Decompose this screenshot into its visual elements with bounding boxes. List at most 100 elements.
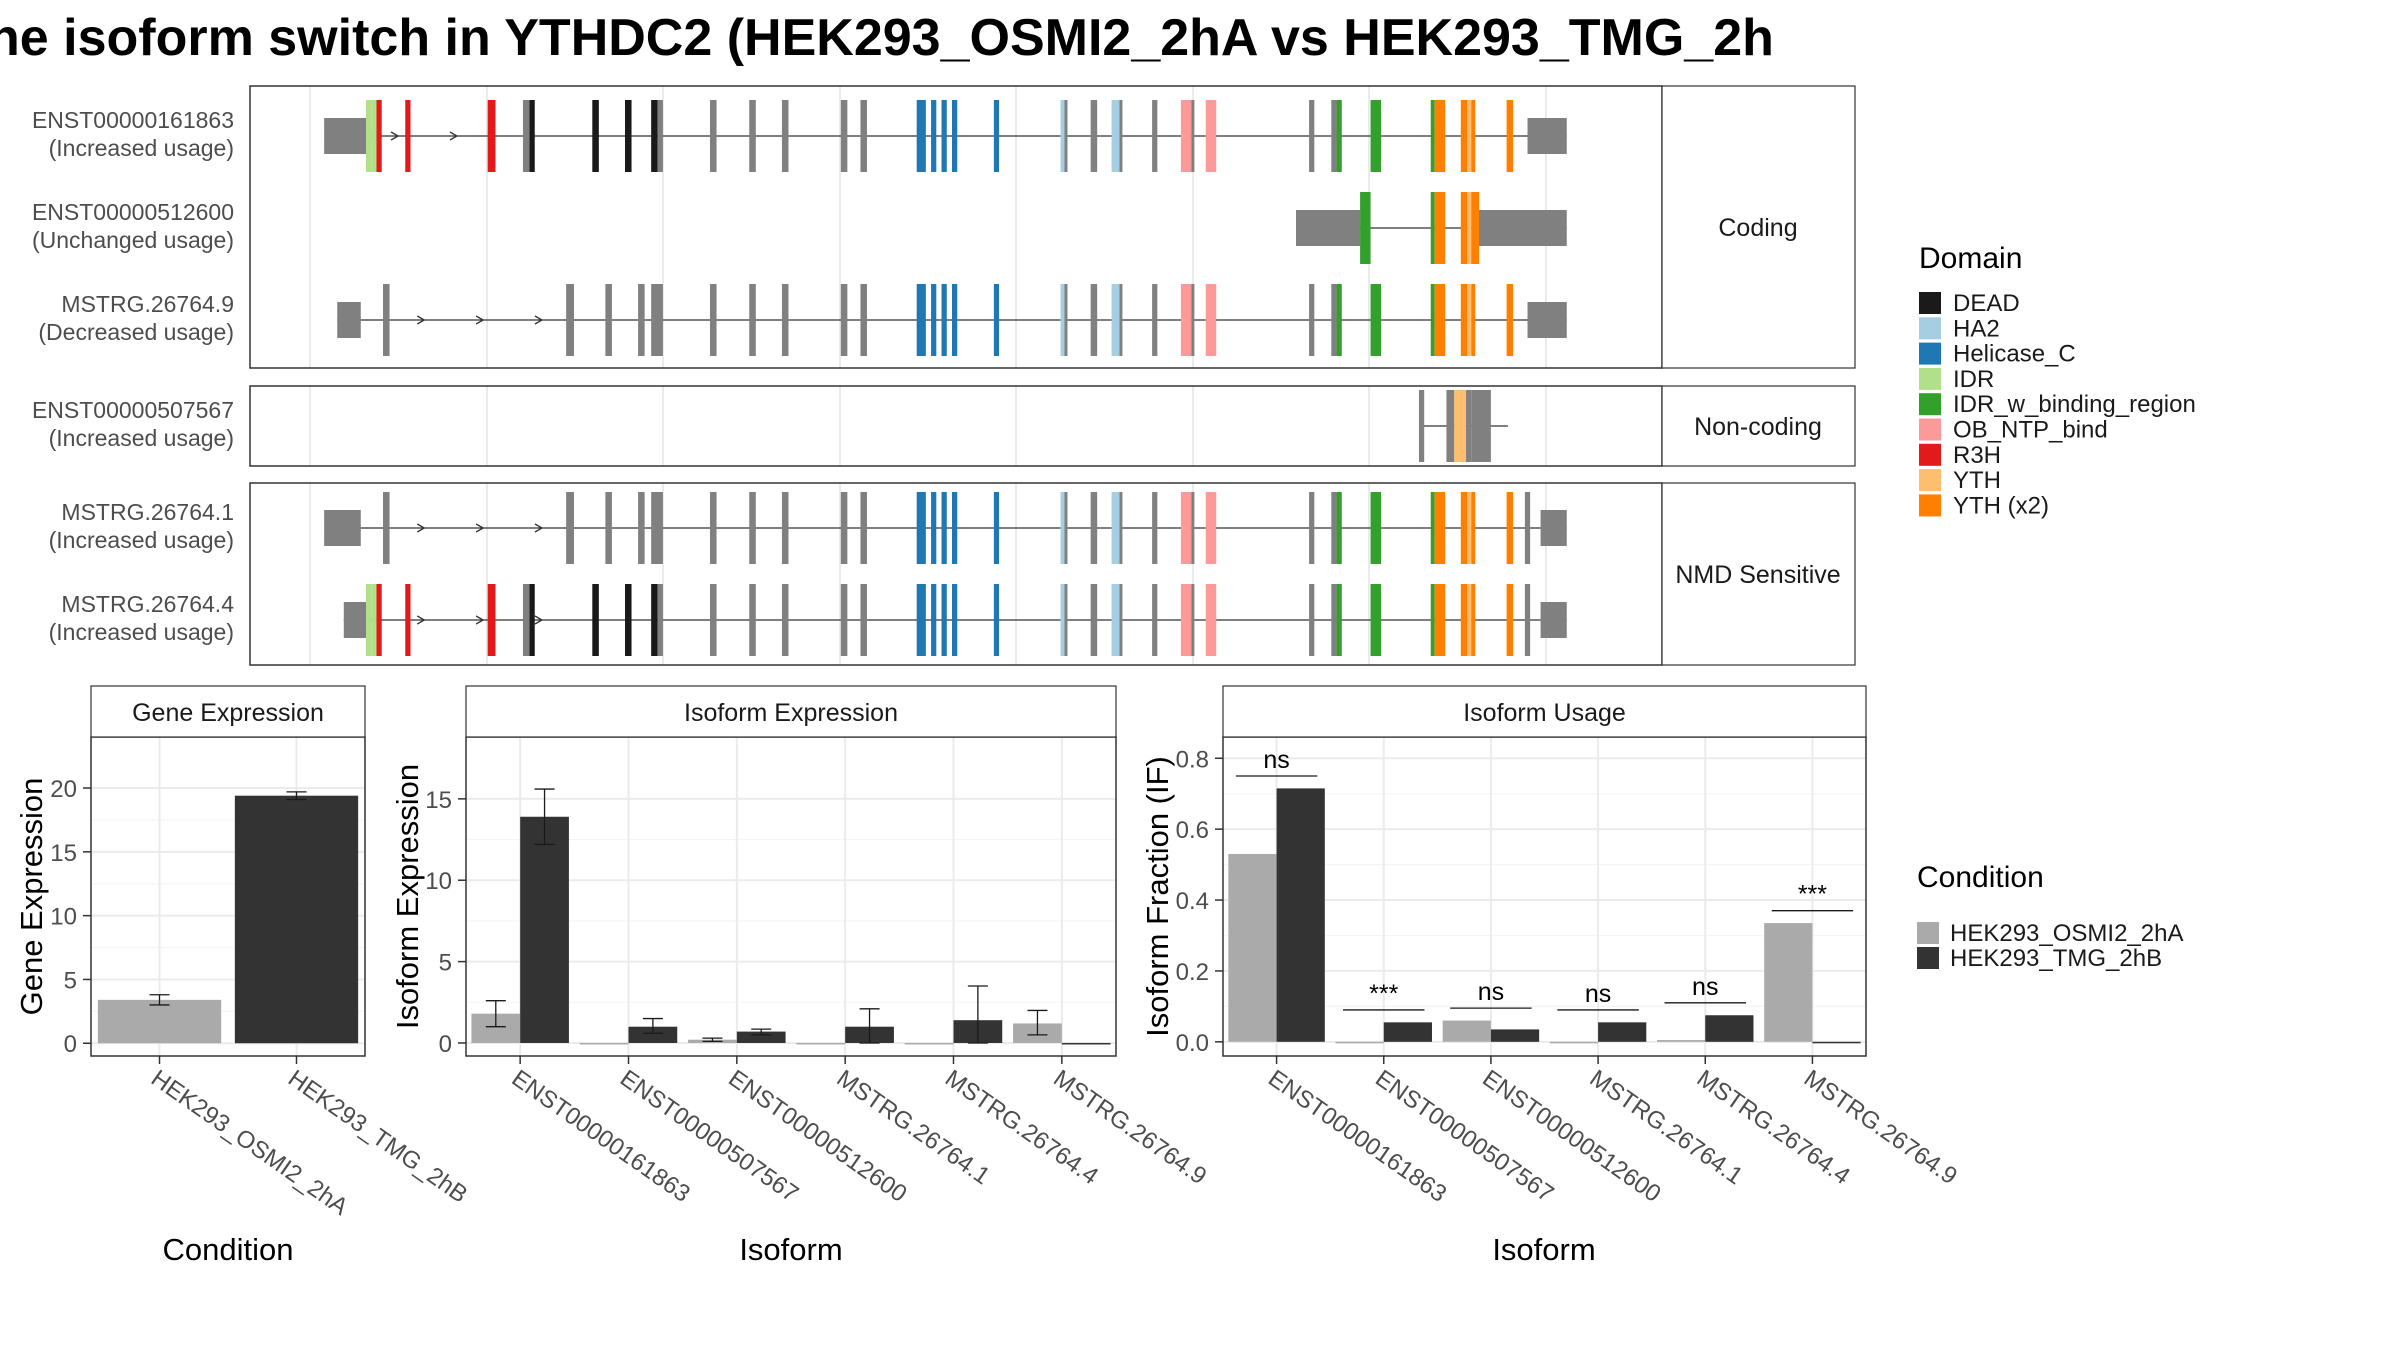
panel-strip — [1222, 685, 1867, 738]
exon-block — [657, 100, 663, 172]
exon-block — [1466, 390, 1472, 462]
exon-block — [781, 584, 789, 656]
exon-block — [1309, 584, 1315, 656]
condition-legend-key — [1917, 922, 1939, 944]
exon-block — [941, 492, 947, 564]
exon-block — [749, 284, 756, 356]
exon-block — [931, 100, 937, 172]
exon-block — [1336, 584, 1342, 656]
strand-arrow — [416, 523, 426, 533]
utr-block — [1540, 510, 1567, 546]
exon-block — [1064, 100, 1068, 172]
exon-block — [1430, 584, 1435, 656]
exon-block — [383, 284, 390, 356]
utr-block — [1540, 602, 1567, 638]
exon-block — [651, 584, 658, 656]
exon-block — [1370, 492, 1382, 564]
x-axis-title: Isoform — [1492, 1232, 1595, 1267]
exon-block — [993, 284, 1000, 356]
y-tick-label: 0 — [64, 1031, 77, 1058]
exon-block — [749, 492, 756, 564]
x-axis-title: Isoform — [739, 1232, 842, 1267]
exon-block — [840, 584, 848, 656]
exon-block — [1119, 100, 1123, 172]
bar — [520, 816, 569, 1043]
exon-block — [1090, 284, 1098, 356]
y-tick-label: 0 — [439, 1031, 452, 1058]
exon-block — [1205, 284, 1217, 356]
exon-block — [529, 100, 535, 172]
exon-block — [916, 100, 926, 172]
condition-legend-label: HEK293_TMG_2hB — [1950, 945, 2162, 972]
exon-block — [1331, 284, 1337, 356]
exon-block — [592, 584, 599, 656]
exon-block — [749, 584, 756, 656]
domain-legend-title: Domain — [1919, 242, 2022, 275]
y-tick-label: 0.0 — [1176, 1030, 1209, 1057]
exon-block — [651, 492, 663, 564]
exon-block — [1191, 100, 1195, 172]
exon-block — [1152, 284, 1158, 356]
domain-legend: Domain DEADHA2Helicase_CIDRIDR_w_binding… — [1919, 242, 2196, 519]
x-tick-label: ENST00000507567 — [1370, 1065, 1558, 1208]
transcript-id-label: MSTRG.26764.4 — [61, 591, 234, 617]
bar — [1705, 1015, 1754, 1042]
exon-block — [651, 100, 658, 172]
exon-block — [1331, 100, 1337, 172]
significance-label: ns — [1478, 978, 1504, 1006]
domain-legend-label: IDR_w_binding_region — [1953, 391, 2196, 418]
exon-block — [1309, 284, 1315, 356]
exon-block — [1471, 100, 1476, 172]
exon-block — [487, 584, 496, 656]
bar — [1442, 1020, 1491, 1042]
exon-block — [1060, 584, 1065, 656]
exon-block — [941, 284, 947, 356]
exon-block — [1430, 100, 1435, 172]
exon-block — [1434, 192, 1446, 264]
significance-label: ns — [1585, 980, 1611, 1008]
exon-block — [376, 584, 382, 656]
exon-block — [993, 100, 1000, 172]
bar — [1490, 1029, 1540, 1042]
domain-legend-key — [1919, 292, 1941, 314]
exon-block — [1191, 584, 1195, 656]
domain-legend-label: IDR — [1953, 366, 1994, 393]
domain-legend-label: YTH (x2) — [1953, 492, 2049, 519]
exon-block — [1430, 192, 1435, 264]
exon-block — [566, 492, 574, 564]
utr-block — [1296, 210, 1361, 246]
exon-block — [931, 284, 937, 356]
exon-block — [1467, 492, 1472, 564]
domain-legend-key — [1919, 443, 1941, 466]
exon-block — [657, 584, 663, 656]
utr-block — [1527, 302, 1567, 338]
exon-block — [1309, 492, 1315, 564]
exon-block — [860, 492, 867, 564]
exon-block — [1309, 100, 1315, 172]
exon-block — [1524, 492, 1531, 564]
exon-block — [1467, 192, 1472, 264]
exon-block — [1434, 584, 1446, 656]
bar — [1549, 1041, 1599, 1044]
exon-block — [781, 284, 789, 356]
exon-block — [1460, 492, 1468, 564]
exon-block — [1506, 100, 1514, 172]
exon-block — [651, 284, 663, 356]
exon-block — [710, 492, 717, 564]
exon-block — [1467, 284, 1472, 356]
exon-block — [710, 584, 717, 656]
strand-arrow — [475, 523, 485, 533]
strand-arrow — [475, 315, 485, 325]
facet-strip-label: NMD Sensitive — [1675, 561, 1840, 589]
exon-block — [566, 284, 574, 356]
exon-block — [749, 100, 756, 172]
exon-block — [1064, 492, 1068, 564]
significance-label: ns — [1263, 746, 1289, 774]
y-tick-label: 10 — [425, 868, 452, 895]
exon-block — [592, 100, 599, 172]
exon-block — [405, 584, 411, 656]
utr-block — [1527, 118, 1567, 154]
domain-legend-label: OB_NTP_bind — [1953, 417, 2108, 444]
bar — [579, 1042, 629, 1045]
